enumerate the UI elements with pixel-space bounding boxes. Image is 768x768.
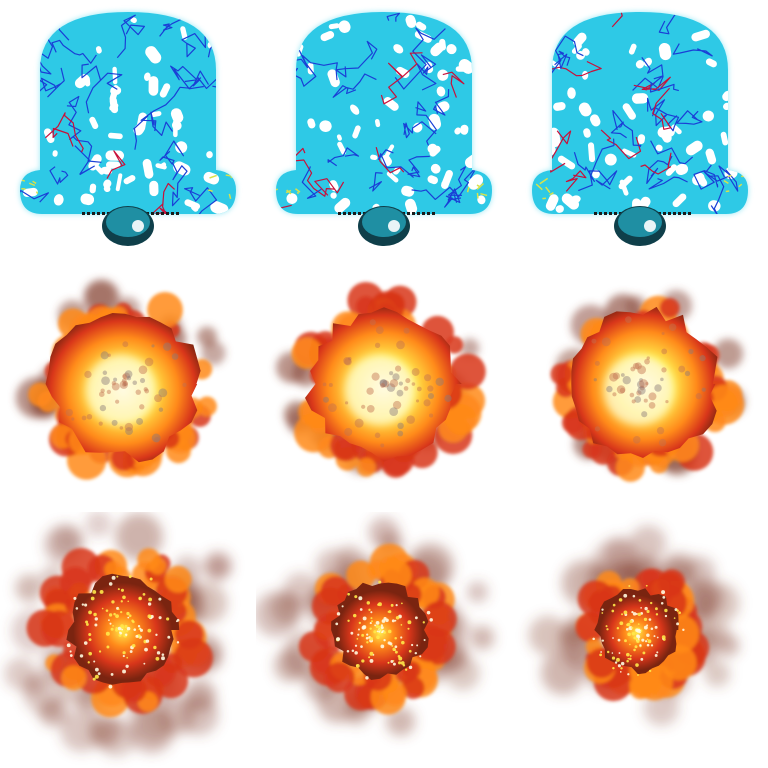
smoke-fire-sprite xyxy=(256,517,495,736)
sprite-frame-fireball-3 xyxy=(512,256,768,512)
sprite-frame-shield-3 xyxy=(512,0,768,256)
sprite-frame-smoke-fire-3 xyxy=(512,512,768,768)
shield-sprite xyxy=(276,12,492,246)
smoke-fire-frame-graphic xyxy=(528,525,740,726)
sprite-frame-fireball-1 xyxy=(0,256,256,512)
shield-sprite xyxy=(532,12,748,246)
smoke-fire-frame-graphic xyxy=(4,512,233,757)
fireball-sprite xyxy=(550,290,746,482)
shield-body xyxy=(532,12,748,214)
shield-frame-graphic xyxy=(20,12,236,246)
fireball-sprite xyxy=(15,279,226,480)
smoke-fire-sprite xyxy=(4,512,233,757)
sprite-frame-shield-2 xyxy=(256,0,512,256)
shield-frame-graphic xyxy=(276,12,492,246)
shield-sprite xyxy=(20,12,236,246)
fireball-frame-graphic xyxy=(15,279,226,480)
shield-frame-graphic xyxy=(532,12,748,246)
fireball-frame-graphic xyxy=(550,290,746,482)
smoke-fire-sprite xyxy=(528,525,740,726)
shield-body xyxy=(276,12,492,214)
sprite-frame-fireball-2 xyxy=(256,256,512,512)
sprite-frame-smoke-fire-2 xyxy=(256,512,512,768)
smoke-fire-frame-graphic xyxy=(256,517,495,736)
sprite-frame-shield-1 xyxy=(0,0,256,256)
sprite-frame-smoke-fire-1 xyxy=(0,512,256,768)
fireball-sprite xyxy=(276,281,486,478)
fireball-frame-graphic xyxy=(276,281,486,478)
